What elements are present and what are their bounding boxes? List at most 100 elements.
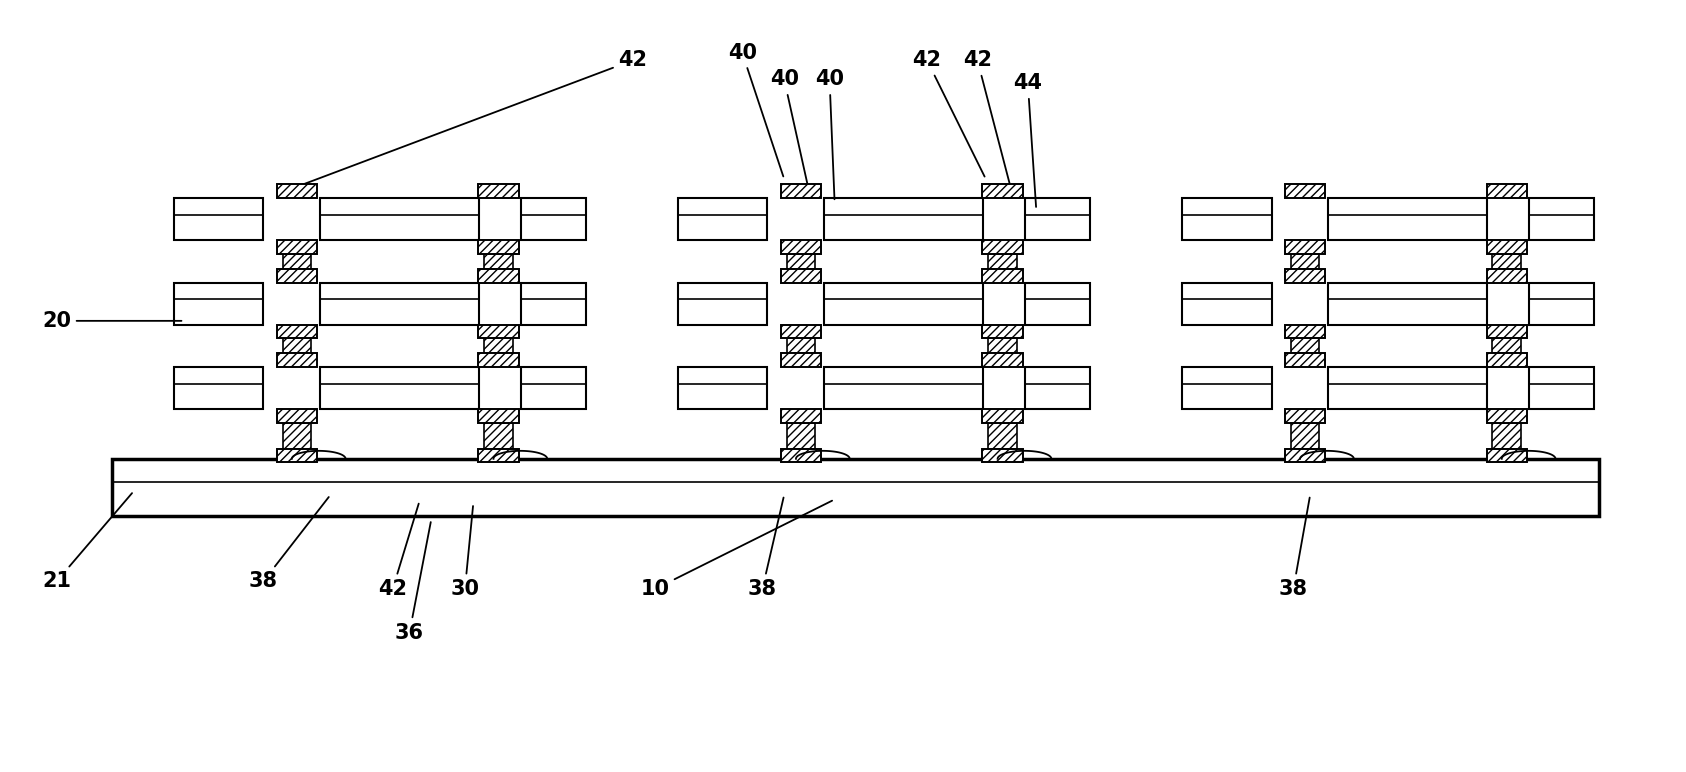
Bar [479, 353, 519, 367]
Bar [787, 423, 816, 449]
Bar [1492, 254, 1521, 269]
Text: 42: 42 [300, 50, 647, 186]
Bar [983, 269, 1023, 283]
Bar [277, 449, 317, 462]
Bar [824, 367, 983, 409]
Bar [521, 198, 587, 240]
Bar [1285, 449, 1325, 462]
Bar [521, 283, 587, 325]
Bar [174, 367, 263, 409]
Text: 20: 20 [42, 311, 182, 331]
Bar [1487, 449, 1528, 462]
Bar [781, 325, 821, 338]
Bar [283, 423, 312, 449]
Bar [174, 198, 263, 240]
Bar [983, 449, 1023, 462]
Bar [484, 338, 513, 353]
Text: 42: 42 [963, 50, 1010, 186]
Bar [781, 269, 821, 283]
Bar [1329, 367, 1487, 409]
Bar [1285, 185, 1325, 198]
Bar [1529, 367, 1595, 409]
Text: 40: 40 [771, 69, 809, 190]
Bar [983, 325, 1023, 338]
Text: 38: 38 [749, 497, 784, 599]
Bar [1291, 423, 1320, 449]
Text: 44: 44 [1013, 73, 1042, 207]
Bar [479, 409, 519, 423]
Bar [983, 409, 1023, 423]
Bar [484, 254, 513, 269]
Text: 38: 38 [250, 497, 329, 591]
Text: 21: 21 [42, 493, 132, 591]
Bar [1492, 423, 1521, 449]
Bar [1182, 367, 1271, 409]
Bar [320, 367, 479, 409]
Bar [1329, 283, 1487, 325]
Bar [1025, 367, 1091, 409]
Text: 36: 36 [395, 522, 430, 643]
Bar [781, 409, 821, 423]
Bar [678, 367, 767, 409]
Text: 42: 42 [912, 50, 985, 177]
Bar [1285, 240, 1325, 254]
Bar [983, 353, 1023, 367]
Bar [479, 185, 519, 198]
Bar [1487, 240, 1528, 254]
Bar [781, 449, 821, 462]
Bar [781, 353, 821, 367]
Bar [479, 269, 519, 283]
Bar [787, 338, 816, 353]
Bar [277, 325, 317, 338]
Bar [787, 254, 816, 269]
Text: 30: 30 [450, 506, 479, 599]
Bar [678, 198, 767, 240]
Bar [1025, 198, 1091, 240]
Bar [1487, 353, 1528, 367]
Bar [484, 423, 513, 449]
Bar [1182, 283, 1271, 325]
Text: 40: 40 [814, 69, 845, 199]
Bar [277, 409, 317, 423]
Bar [1285, 269, 1325, 283]
Text: 40: 40 [728, 42, 784, 177]
Bar [277, 269, 317, 283]
Bar [1529, 198, 1595, 240]
Bar [1182, 198, 1271, 240]
Bar [283, 254, 312, 269]
Bar [1487, 185, 1528, 198]
Bar [1291, 254, 1320, 269]
Bar [1487, 409, 1528, 423]
Bar [983, 240, 1023, 254]
Bar [521, 367, 587, 409]
Bar [1487, 269, 1528, 283]
Bar [1492, 338, 1521, 353]
Bar [1329, 198, 1487, 240]
Bar [277, 353, 317, 367]
Bar [111, 459, 1600, 516]
Text: 38: 38 [1280, 498, 1310, 599]
Bar [277, 240, 317, 254]
Bar [1487, 325, 1528, 338]
Bar [824, 283, 983, 325]
Bar [1285, 353, 1325, 367]
Text: 42: 42 [378, 503, 418, 599]
Bar [988, 423, 1017, 449]
Bar [479, 449, 519, 462]
Bar [479, 325, 519, 338]
Bar [781, 240, 821, 254]
Bar [1025, 283, 1091, 325]
Bar [479, 240, 519, 254]
Bar [1529, 283, 1595, 325]
Bar [781, 185, 821, 198]
Bar [320, 198, 479, 240]
Bar [988, 254, 1017, 269]
Bar [1285, 325, 1325, 338]
Bar [174, 283, 263, 325]
Bar [988, 338, 1017, 353]
Bar [1291, 338, 1320, 353]
Text: 10: 10 [641, 501, 833, 599]
Bar [824, 198, 983, 240]
Bar [678, 283, 767, 325]
Bar [283, 338, 312, 353]
